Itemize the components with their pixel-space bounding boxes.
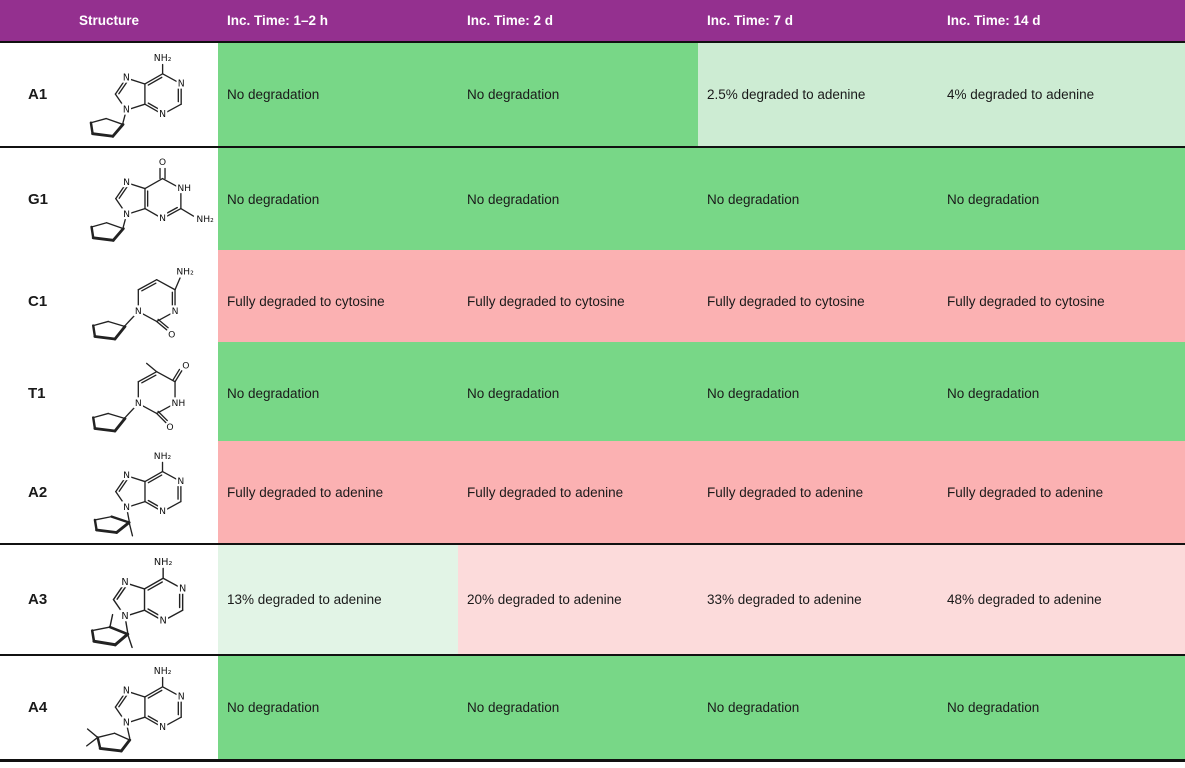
result-cell-a4-3: No degradation — [698, 656, 938, 759]
structure-cell-a2: A2 N N N N NH₂ — [0, 441, 218, 543]
atom-label: O — [166, 422, 173, 433]
result-cell-t1-4: No degradation — [938, 342, 1185, 444]
atom-label: N — [121, 610, 128, 621]
column-header-inc-time-14d: Inc. Time: 14 d — [947, 13, 1041, 28]
result-cell-a3-1: 13% degraded to adenine — [218, 545, 458, 654]
column-header-structure: Structure — [78, 13, 139, 28]
atom-label: NH — [177, 183, 191, 194]
adenine-gem-dimethylcyclopentyl-structure-icon: N N N N NH₂ — [70, 656, 235, 759]
thymine-cyclopentyl-structure-icon: NH N O O — [70, 342, 235, 444]
table-row-g1: G1 O NH N N — [0, 146, 1185, 250]
compound-label-c1: C1 — [28, 292, 48, 310]
column-header-inc-time-1-2h: Inc. Time: 1–2 h — [227, 13, 329, 28]
atom-label: NH₂ — [176, 267, 194, 278]
atom-label: N — [123, 686, 130, 697]
structure-cell-t1: T1 NH N O O — [0, 342, 218, 444]
atom-label: N — [159, 213, 166, 224]
result-cell-g1-3: No degradation — [698, 148, 938, 250]
structure-cell-a1: A1 N N N N NH₂ — [0, 43, 218, 146]
structure-cell-a3: A3 N N N N NH — [0, 545, 218, 654]
cytosine-cyclopentyl-structure-icon: N N NH₂ O — [70, 250, 235, 352]
table-row-a2: A2 N N N N NH₂ — [0, 439, 1185, 543]
atom-label: O — [168, 329, 175, 340]
structure-cell-g1: G1 O NH N N — [0, 148, 218, 250]
compound-label-g1: G1 — [28, 190, 49, 208]
table-row-a3: A3 N N N N NH — [0, 543, 1185, 654]
atom-label: N — [135, 306, 142, 317]
atom-label: N — [123, 718, 130, 729]
atom-label: O — [159, 157, 166, 168]
atom-label: N — [178, 691, 185, 702]
structure-cell-a4: A4 N N N N NH — [0, 656, 218, 759]
atom-label: N — [121, 577, 128, 588]
atom-label: N — [123, 73, 130, 84]
atom-label: N — [123, 177, 130, 188]
table-row-a1: A1 N N N N NH₂ — [0, 41, 1185, 146]
atom-label: N — [159, 722, 166, 733]
adenine-cyclopentyl-structure-icon: N N N N NH₂ — [70, 43, 235, 146]
result-cell-a2-3: Fully degraded to adenine — [698, 441, 938, 543]
result-cell-a3-2: 20% degraded to adenine — [458, 545, 698, 654]
result-cell-a1-4: 4% degraded to adenine — [938, 43, 1185, 146]
atom-label: N — [179, 583, 186, 594]
result-cell-g1-4: No degradation — [938, 148, 1185, 250]
atom-label: N — [178, 78, 185, 89]
result-cell-g1-2: No degradation — [458, 148, 698, 250]
compound-label-a1: A1 — [28, 86, 48, 103]
result-cell-t1-1: No degradation — [218, 342, 458, 444]
atom-label: NH₂ — [154, 451, 172, 462]
table-row-a4: A4 N N N N NH — [0, 654, 1185, 759]
compound-label-a3: A3 — [28, 591, 48, 608]
result-cell-a2-1: Fully degraded to adenine — [218, 441, 458, 543]
result-cell-c1-2: Fully degraded to cytosine — [458, 250, 698, 352]
atom-label: N — [123, 470, 130, 481]
atom-label: NH — [171, 398, 185, 409]
compound-label-t1: T1 — [28, 384, 46, 402]
atom-label: NH₂ — [154, 53, 172, 64]
guanine-cyclopentyl-structure-icon: O NH N N N NH₂ — [70, 148, 235, 250]
atom-label: N — [123, 502, 130, 513]
result-cell-a2-2: Fully degraded to adenine — [458, 441, 698, 543]
result-cell-a4-4: No degradation — [938, 656, 1185, 759]
column-header-inc-time-2d: Inc. Time: 2 d — [467, 13, 554, 28]
atom-label: N — [177, 476, 184, 487]
atom-label: NH₂ — [154, 556, 173, 567]
adenine-methylcyclopentyl-structure-icon: N N N N NH₂ — [70, 441, 235, 543]
result-cell-a2-4: Fully degraded to adenine — [938, 441, 1185, 543]
atom-label: N — [159, 506, 166, 517]
atom-label: N — [172, 306, 179, 317]
atom-label: NH₂ — [196, 214, 214, 225]
result-cell-c1-4: Fully degraded to cytosine — [938, 250, 1185, 352]
result-cell-a3-3: 33% degraded to adenine — [698, 545, 938, 654]
atom-label: NH₂ — [154, 666, 172, 677]
result-cell-t1-2: No degradation — [458, 342, 698, 444]
result-cell-a1-3: 2.5% degraded to adenine — [698, 43, 938, 146]
result-cell-c1-1: Fully degraded to cytosine — [218, 250, 458, 352]
compound-label-a2: A2 — [28, 483, 48, 501]
compound-label-a4: A4 — [28, 699, 48, 716]
atom-label: N — [135, 398, 142, 409]
result-cell-a1-2: No degradation — [458, 43, 698, 146]
atom-label: N — [123, 105, 130, 116]
result-cell-a4-1: No degradation — [218, 656, 458, 759]
table-row-c1: C1 N N NH₂ O — [0, 248, 1185, 352]
result-cell-t1-3: No degradation — [698, 342, 938, 444]
atom-label: N — [123, 209, 130, 220]
structure-cell-c1: C1 N N NH₂ O — [0, 250, 218, 352]
result-cell-a3-4: 48% degraded to adenine — [938, 545, 1185, 654]
table-row-t1: T1 NH N O O — [0, 340, 1185, 444]
atom-label: N — [159, 109, 166, 120]
result-cell-c1-3: Fully degraded to cytosine — [698, 250, 938, 352]
atom-label: N — [159, 615, 166, 626]
column-header-inc-time-7d: Inc. Time: 7 d — [707, 13, 794, 28]
result-cell-a1-1: No degradation — [218, 43, 458, 146]
atom-label: O — [182, 360, 189, 371]
table-header-row: Structure Inc. Time: 1–2 h Inc. Time: 2 … — [0, 0, 1185, 41]
adenine-dimethylcyclopentyl-structure-icon: N N N N NH₂ — [70, 545, 235, 654]
result-cell-a4-2: No degradation — [458, 656, 698, 759]
result-cell-g1-1: No degradation — [218, 148, 458, 250]
